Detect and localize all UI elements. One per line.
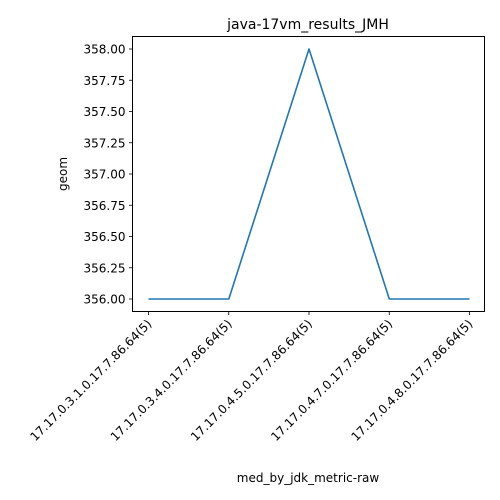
y-tick-label: 357.50 (84, 105, 126, 119)
series-layer (148, 48, 470, 300)
y-tick-label: 356.00 (84, 293, 126, 307)
y-tick-label: 357.75 (84, 74, 126, 88)
y-axis-title: geom (56, 157, 70, 191)
y-tick-label: 357.25 (84, 136, 126, 150)
y-tick-label: 357.00 (84, 168, 126, 182)
plot-frame (132, 36, 485, 312)
y-tick-label: 356.25 (84, 261, 126, 275)
y-axis: 356.00 356.25 356.50 356.75 357.00 357.25 357.… (84, 43, 133, 307)
x-axis-title: med_by_jdk_metric-raw (237, 471, 380, 485)
y-tick-label: 356.50 (84, 230, 126, 244)
y-tick-label: 358.00 (84, 43, 126, 57)
chart-title: java-17vm_results_JMH (226, 17, 389, 33)
y-tick-label: 356.75 (84, 199, 126, 213)
